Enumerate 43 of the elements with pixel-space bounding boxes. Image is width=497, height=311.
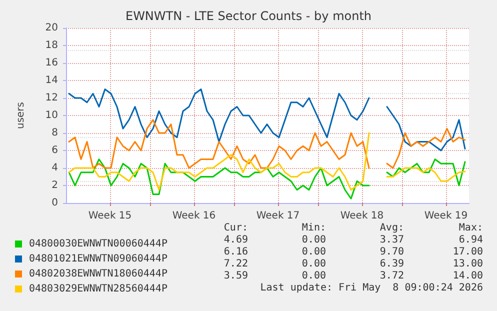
text: Max: <box>458 222 483 234</box>
text: 0.00 <box>302 246 326 258</box>
text: Min: <box>302 222 326 234</box>
y-tick-label: 8 <box>52 128 58 138</box>
text: 14.00 <box>452 270 483 282</box>
y-tick-label: 4 <box>52 162 58 174</box>
text: 0.00 <box>302 258 326 270</box>
text: 9.70 <box>380 246 404 258</box>
text: Avg: <box>380 222 404 234</box>
y-tick-label: 6 <box>52 145 58 156</box>
text: 3.37 <box>380 234 404 246</box>
chart-title: EWNWTN - LTE Sector Counts - by month <box>125 9 372 23</box>
text: Cur: <box>224 222 248 234</box>
text: 6.94 <box>458 234 483 246</box>
text: 6.39 <box>380 258 404 270</box>
y-tick-label: 12 <box>45 92 58 104</box>
legend-label: 04800030EWNWTN00060444P <box>29 238 168 250</box>
x-tick-label: Week 19 <box>424 210 468 222</box>
y-tick-label: 10 <box>45 110 58 121</box>
text: 13.00 <box>452 258 483 270</box>
y-tick-label: 2 <box>52 180 58 191</box>
y-tick-label: 18 <box>45 40 58 51</box>
legend-label: 04802038EWNWTN18060444P <box>29 268 168 280</box>
y-axis-title: users <box>16 102 26 130</box>
text: 6.16 <box>224 246 248 258</box>
text: 3.59 <box>224 270 248 282</box>
x-tick-label: Week 17 <box>256 210 300 222</box>
x-tick-label: Week 16 <box>172 210 216 222</box>
text: 0.00 <box>302 270 326 282</box>
y-tick-label: 0 <box>52 198 58 208</box>
y-tick-label: 14 <box>45 75 58 86</box>
text: 17.00 <box>452 246 483 258</box>
y-tick-label: 20 <box>45 22 58 34</box>
legend-label: 04803029EWNWTN28560444P <box>29 284 168 294</box>
legend-label: 04801021EWNWTN09060444P <box>29 254 168 264</box>
text: 0.00 <box>302 234 326 246</box>
x-tick-label: Week 18 <box>340 210 384 222</box>
text: 7.22 <box>224 258 248 270</box>
text: 4.69 <box>224 234 248 246</box>
y-tick-label: 16 <box>45 58 58 68</box>
x-tick-label: Week 15 <box>88 210 132 222</box>
text: 3.72 <box>380 270 404 282</box>
text: Last update: Fri May 8 09:00:24 2026 <box>260 282 483 294</box>
